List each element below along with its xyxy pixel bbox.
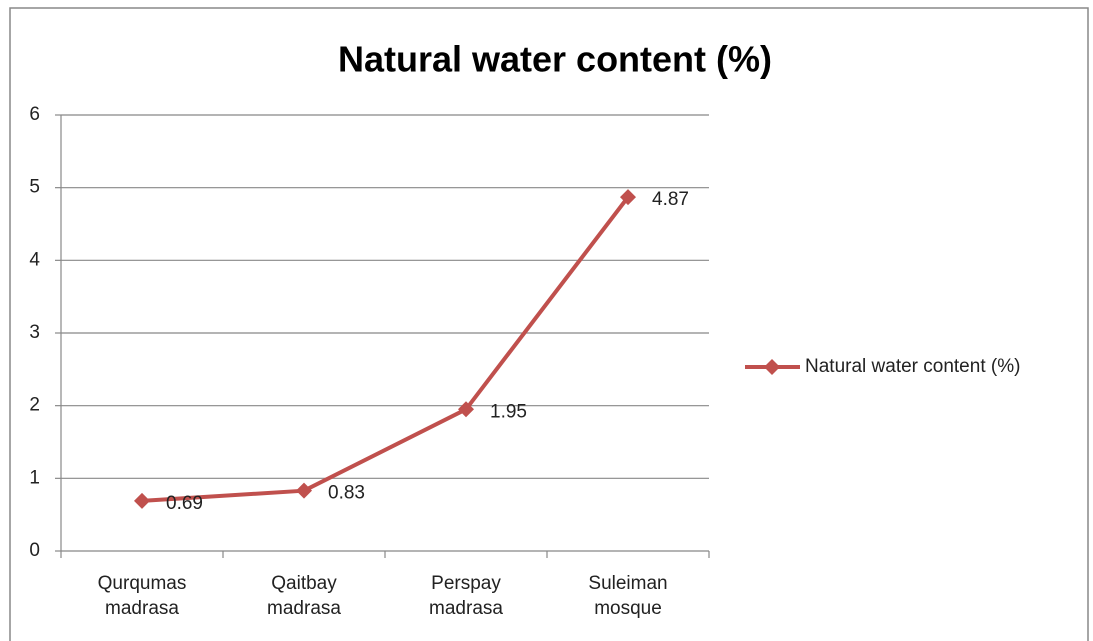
data-label: 0.83	[328, 483, 365, 504]
data-label: 4.87	[652, 189, 689, 210]
data-label: 1.95	[490, 401, 527, 422]
legend-marker	[764, 359, 780, 375]
y-tick-label: 2	[29, 395, 40, 416]
data-point	[620, 189, 636, 206]
y-tick-label: 3	[29, 322, 40, 343]
y-tick-label: 5	[29, 177, 40, 198]
y-tick-label: 0	[29, 540, 40, 561]
x-tick-label: Qurqumas madrasa	[97, 573, 187, 619]
chart-title: Natural water content (%)	[338, 39, 772, 80]
data-point	[296, 482, 312, 499]
legend-label: Natural water content (%)	[805, 356, 1020, 377]
y-tick-label: 6	[29, 104, 40, 125]
x-tick-label: Perspay madrasa	[429, 573, 503, 619]
data-label: 0.69	[166, 493, 203, 514]
data-point	[134, 492, 150, 509]
data-point	[458, 401, 474, 418]
chart-border	[9, 7, 1089, 641]
series-line	[141, 195, 630, 503]
x-tick-label: Qaitbay madrasa	[267, 573, 341, 619]
x-tick-label: Suleiman mosque	[588, 573, 668, 619]
y-tick-label: 1	[29, 467, 40, 488]
y-tick-label: 4	[29, 249, 40, 270]
